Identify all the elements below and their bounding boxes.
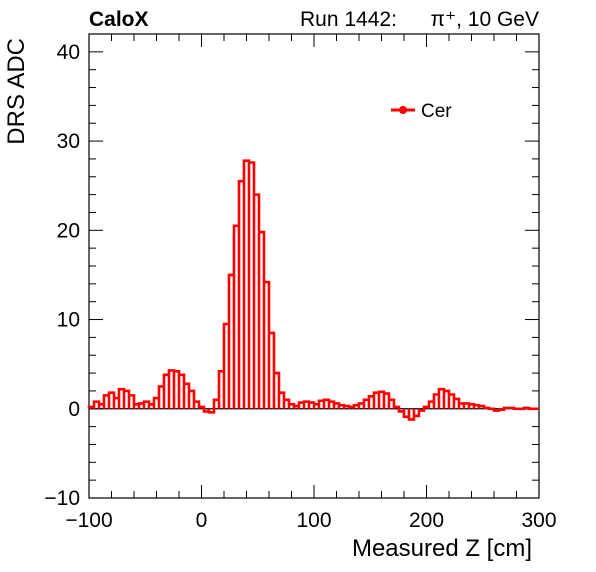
y-tick-label: 40 [57,41,80,64]
particle-label: π⁺, 10 GeV [431,8,539,31]
series-group [87,159,539,421]
x-tick-label: 300 [521,509,556,532]
y-tick-label: 10 [57,309,80,332]
x-axis-title: Measured Z [cm] [352,535,532,562]
y-tick-label: −10 [44,487,80,510]
legend: Cer [391,101,452,122]
legend-label-cer: Cer [421,101,452,122]
y-axis-title: DRS ADC [3,38,30,145]
y-tick-label: 20 [57,219,80,242]
experiment-label: CaloX [89,8,149,31]
x-tick-label: 100 [296,509,331,532]
x-tick-label: 200 [409,509,444,532]
axis-ticks [88,33,540,499]
x-tick-label: −100 [65,509,112,532]
legend-marker [399,106,407,114]
plot-frame [88,33,540,499]
x-tick-label: 0 [196,509,208,532]
run-label: Run 1442: [300,8,397,31]
series-line-cer [87,159,539,421]
y-tick-label: 0 [68,398,80,421]
y-tick-label: 30 [57,130,80,153]
